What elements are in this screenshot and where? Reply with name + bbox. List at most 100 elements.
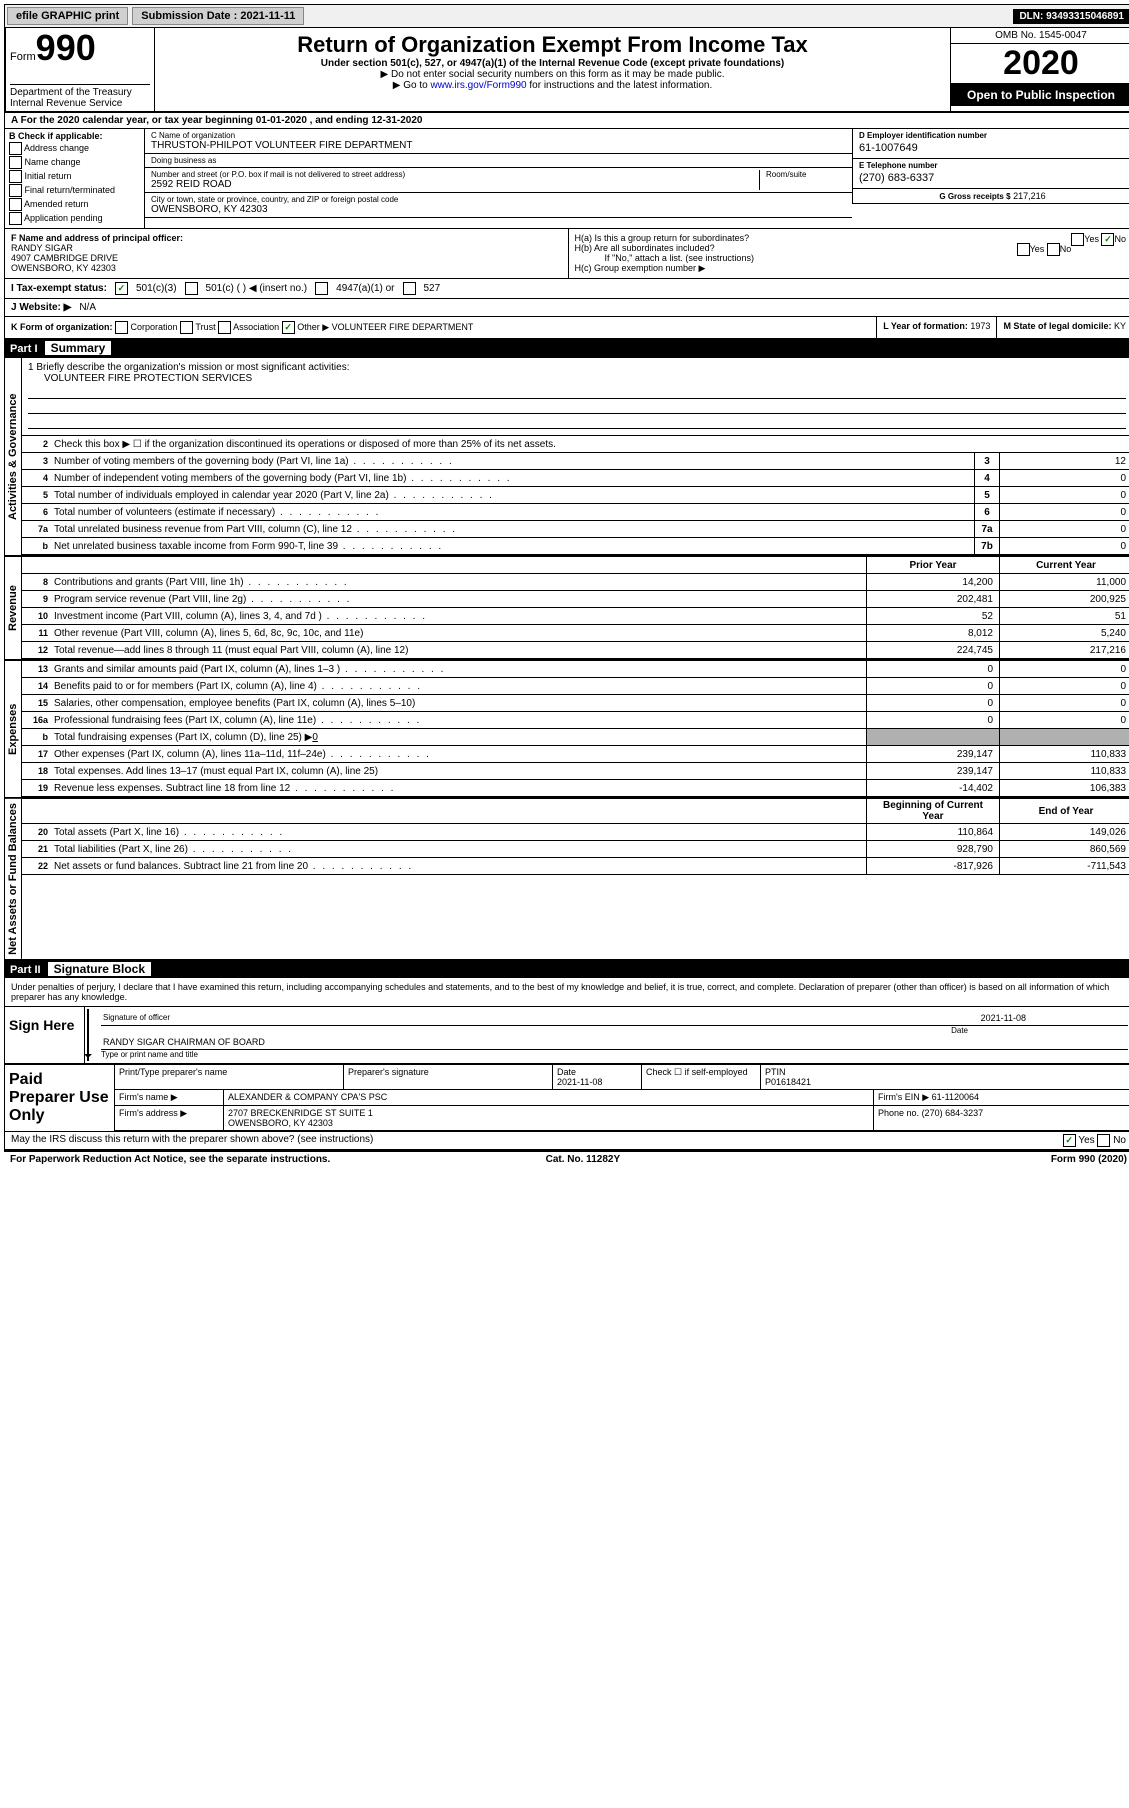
submission-label: Submission Date : [141, 10, 237, 22]
line-13: 13Grants and similar amounts paid (Part … [22, 661, 1129, 678]
firm-addr2: OWENSBORO, KY 42303 [228, 1118, 333, 1128]
k-row: K Form of organization: Corporation Trus… [4, 317, 1129, 339]
footer-cat: Cat. No. 11282Y [546, 1154, 620, 1165]
dba-row: Doing business as [145, 154, 852, 168]
col-headers: Prior YearCurrent Year [22, 557, 1129, 574]
check-501c3[interactable] [115, 282, 128, 295]
sub3-pre: ▶ Go to [393, 80, 431, 91]
underline [28, 401, 1126, 414]
officer-name: RANDY SIGAR [11, 243, 562, 253]
current-year-hdr: Current Year [999, 557, 1129, 573]
check-final-return[interactable]: Final return/terminated [9, 184, 140, 197]
group-return-box: H(a) Is this a group return for subordin… [569, 229, 1129, 278]
ha-no-checkbox[interactable] [1101, 233, 1114, 246]
officer-addr2: OWENSBORO, KY 42303 [11, 263, 562, 273]
check-amended[interactable]: Amended return [9, 198, 140, 211]
entity-info-grid: B Check if applicable: Address change Na… [4, 129, 1129, 229]
f-label: F Name and address of principal officer: [11, 233, 562, 243]
val-6: 0 [999, 504, 1129, 520]
check-assoc[interactable] [218, 321, 231, 334]
state-domicile: KY [1114, 321, 1126, 331]
check-4947[interactable] [315, 282, 328, 295]
underline [28, 386, 1126, 399]
irs-yes-checkbox[interactable] [1063, 1134, 1076, 1147]
check-b-column: B Check if applicable: Address change Na… [5, 129, 145, 228]
org-name: THRUSTON-PHILPOT VOLUNTEER FIRE DEPARTME… [151, 140, 846, 151]
net-assets-lines: Beginning of Current YearEnd of Year 20T… [22, 799, 1129, 959]
phone-label: E Telephone number [859, 161, 1126, 170]
end-year-hdr: End of Year [999, 799, 1129, 823]
check-corp[interactable] [115, 321, 128, 334]
check-527[interactable] [403, 282, 416, 295]
ha-yes-checkbox[interactable] [1071, 233, 1084, 246]
paid-preparer-label: Paid Preparer Use Only [5, 1065, 115, 1131]
line-4: 4Number of independent voting members of… [22, 470, 1129, 487]
dept-treasury: Department of the Treasury Internal Reve… [10, 84, 150, 109]
line-12: 12Total revenue—add lines 8 through 11 (… [22, 642, 1129, 659]
line-2: 2Check this box ▶ ☐ if the organization … [22, 436, 1129, 453]
org-name-label: C Name of organization [151, 131, 846, 140]
tab-revenue: Revenue [5, 557, 22, 659]
footer-left: For Paperwork Reduction Act Notice, see … [10, 1154, 330, 1165]
top-toolbar: efile GRAPHIC print Submission Date : 20… [4, 4, 1129, 28]
ha-label: H(a) Is this a group return for subordin… [575, 233, 750, 243]
val-3: 12 [999, 453, 1129, 469]
col-headers-2: Beginning of Current YearEnd of Year [22, 799, 1129, 824]
name-address-column: C Name of organization THRUSTON-PHILPOT … [145, 129, 852, 228]
dba-label: Doing business as [151, 156, 846, 165]
form-number-box: Form990 Department of the Treasury Inter… [6, 28, 155, 111]
phone-row: E Telephone number (270) 683-6337 [852, 159, 1129, 189]
irs-no-checkbox[interactable] [1097, 1134, 1110, 1147]
website-value: N/A [79, 302, 96, 313]
phone-value: (270) 683-6337 [859, 170, 1126, 186]
ein-value: 61-1007649 [859, 140, 1126, 156]
line-16a: 16aProfessional fundraising fees (Part I… [22, 712, 1129, 729]
firm-ein-label: Firm's EIN ▶ [878, 1092, 929, 1102]
efile-button[interactable]: efile GRAPHIC print [7, 7, 128, 25]
line-8: 8Contributions and grants (Part VIII, li… [22, 574, 1129, 591]
check-name-change[interactable]: Name change [9, 156, 140, 169]
self-employed-check[interactable]: Check ☐ if self-employed [642, 1065, 761, 1089]
line-7b: bNet unrelated business taxable income f… [22, 538, 1129, 555]
submission-date-button[interactable]: Submission Date : 2021-11-11 [132, 7, 304, 25]
city-row: City or town, state or province, country… [145, 193, 852, 218]
line-14: 14Benefits paid to or for members (Part … [22, 678, 1129, 695]
city-value: OWENSBORO, KY 42303 [151, 204, 846, 215]
line-21: 21Total liabilities (Part X, line 26)928… [22, 841, 1129, 858]
check-trust[interactable] [180, 321, 193, 334]
underline [28, 416, 1126, 429]
prep-date-label: Date [557, 1067, 576, 1077]
m-label: M State of legal domicile: [1003, 321, 1111, 331]
principal-officer-box: F Name and address of principal officer:… [5, 229, 569, 278]
firm-ein: 61-1120064 [932, 1092, 979, 1102]
room-label: Room/suite [766, 170, 846, 179]
line-9: 9Program service revenue (Part VIII, lin… [22, 591, 1129, 608]
line-20: 20Total assets (Part X, line 16)110,8641… [22, 824, 1129, 841]
val-7a: 0 [999, 521, 1129, 537]
expenses-lines: 13Grants and similar amounts paid (Part … [22, 661, 1129, 797]
form990-link[interactable]: www.irs.gov/Form990 [430, 80, 526, 91]
val-5: 0 [999, 487, 1129, 503]
sig-officer-line: Signature of officer 2021-11-08 [101, 1011, 1128, 1026]
check-address-change[interactable]: Address change [9, 142, 140, 155]
type-label: Type or print name and title [101, 1050, 1128, 1059]
firm-phone: (270) 684-3237 [922, 1108, 984, 1118]
check-initial-return[interactable]: Initial return [9, 170, 140, 183]
signature-arrow-icon [87, 1009, 95, 1061]
hb-yes-checkbox[interactable] [1017, 243, 1030, 256]
check-501c[interactable] [185, 282, 198, 295]
mission-row: 1 Briefly describe the organization's mi… [22, 358, 1129, 436]
line-19: 19Revenue less expenses. Subtract line 1… [22, 780, 1129, 797]
check-application[interactable]: Application pending [9, 212, 140, 225]
print-name-label: Print/Type preparer's name [115, 1065, 344, 1089]
prior-year-hdr: Prior Year [866, 557, 999, 573]
line-7a: 7aTotal unrelated business revenue from … [22, 521, 1129, 538]
irs-question: May the IRS discuss this return with the… [11, 1134, 373, 1147]
j-label: J Website: ▶ [11, 302, 71, 313]
signature-block: Under penalties of perjury, I declare th… [4, 978, 1129, 1150]
officer-name-title: RANDY SIGAR CHAIRMAN OF BOARD [103, 1037, 265, 1047]
check-other[interactable] [282, 321, 295, 334]
tab-expenses: Expenses [5, 661, 22, 797]
gross-value: 217,216 [1013, 191, 1046, 201]
hb-no-checkbox[interactable] [1047, 243, 1060, 256]
